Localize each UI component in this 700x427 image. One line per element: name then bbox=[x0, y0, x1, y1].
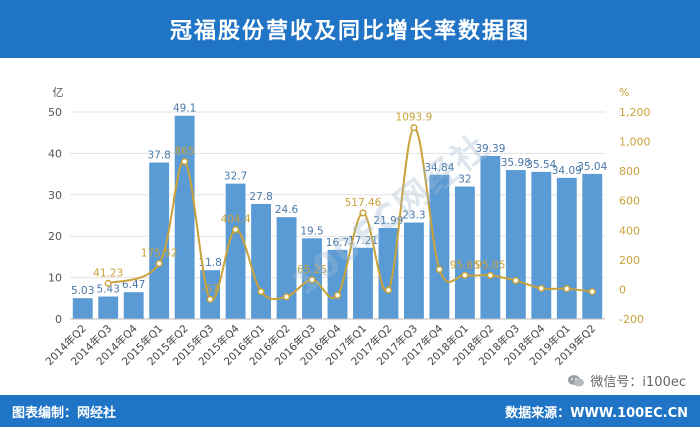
title-bar: 冠福股份营收及同比增长率数据图 bbox=[0, 0, 700, 58]
bar bbox=[353, 247, 373, 319]
growth-rate-label: 175.52 bbox=[141, 247, 178, 259]
growth-rate-point bbox=[308, 276, 316, 284]
growth-rate-point bbox=[181, 157, 189, 166]
y-tick-label-left: 10 bbox=[48, 272, 62, 285]
bar bbox=[251, 203, 272, 319]
bar bbox=[403, 222, 424, 319]
chart-title: 冠福股份营收及同比增长率数据图 bbox=[169, 19, 530, 44]
bar bbox=[429, 174, 450, 319]
bar-value-label: 27.8 bbox=[249, 191, 272, 203]
bar bbox=[531, 171, 552, 319]
growth-rate-point bbox=[206, 295, 214, 303]
bar-value-label: 32.7 bbox=[224, 171, 247, 183]
bar-value-label: 24.6 bbox=[275, 204, 299, 216]
y-tick-label-right: 800 bbox=[619, 165, 640, 178]
bar bbox=[72, 298, 93, 319]
bar-value-label: 21.99 bbox=[373, 215, 403, 227]
bar-value-label: 23.3 bbox=[402, 210, 425, 222]
bar-value-label: 35.98 bbox=[501, 157, 531, 169]
growth-rate-label: 404.4 bbox=[221, 214, 251, 226]
bar-value-label: 39.39 bbox=[475, 143, 505, 155]
growth-rate-point bbox=[384, 286, 393, 294]
bar-value-label: 16.7 bbox=[326, 237, 349, 249]
growth-rate-point bbox=[435, 265, 443, 274]
bar bbox=[454, 186, 475, 319]
growth-rate-label: 517.46 bbox=[345, 197, 382, 209]
wechat-icon bbox=[568, 374, 585, 386]
growth-rate-label: 95.05 bbox=[475, 259, 505, 271]
bar-value-label: 19.5 bbox=[300, 225, 323, 237]
growth-rate-point bbox=[512, 277, 520, 285]
bar-value-label: 35.54 bbox=[526, 159, 556, 171]
growth-rate-label: 95.65 bbox=[450, 259, 480, 271]
bar bbox=[123, 292, 144, 319]
y-axis-unit-right: % bbox=[619, 86, 629, 99]
y-tick-label-left: 0 bbox=[55, 313, 62, 326]
y-tick-label-left: 30 bbox=[48, 189, 62, 202]
growth-rate-point bbox=[333, 291, 342, 299]
wechat-id: 微信号：i100ec bbox=[567, 371, 686, 390]
bar-value-label: 6.47 bbox=[122, 279, 145, 291]
chart-svg: 0 10 20 30 40 50 亿 -200 0 200 400 600 800 1,000 1,200%… bbox=[43, 86, 651, 368]
y-tick-label-right: 1,200 bbox=[619, 106, 651, 119]
growth-rate-label: 41.23 bbox=[93, 267, 123, 279]
y-tick-label-right: -200 bbox=[619, 313, 644, 326]
bar bbox=[149, 162, 170, 319]
y-tick-label-left: 20 bbox=[48, 230, 62, 243]
bar bbox=[480, 155, 501, 319]
growth-rate-label: 865 bbox=[175, 146, 195, 158]
growth-rate-point bbox=[486, 271, 494, 279]
bar-value-label: 37.8 bbox=[147, 150, 170, 162]
bar-value-label: 32 bbox=[458, 174, 471, 186]
y-axis-unit-left: 亿 bbox=[53, 86, 64, 99]
y-tick-label-right: 200 bbox=[619, 254, 640, 267]
growth-rate-label: -67 bbox=[202, 283, 219, 295]
bar bbox=[98, 296, 119, 319]
y-tick-label-left: 40 bbox=[48, 147, 62, 160]
bar-value-label: 34.84 bbox=[424, 162, 454, 174]
growth-rate-point bbox=[359, 209, 367, 217]
growth-rate-point bbox=[410, 124, 418, 132]
growth-rate-point bbox=[588, 288, 596, 296]
bar-value-label: 5.03 bbox=[71, 285, 94, 297]
bar bbox=[327, 249, 348, 319]
bar-value-label: 11.8 bbox=[198, 257, 221, 269]
footer-left: 图表编制：网经社 bbox=[12, 406, 117, 421]
growth-rate-point bbox=[282, 293, 291, 301]
y-tick-label-right: 400 bbox=[619, 224, 640, 237]
bar bbox=[225, 183, 246, 319]
footer-right: 数据来源：WWW.100EC.CN bbox=[505, 406, 688, 421]
bar-value-label: 35.04 bbox=[577, 161, 607, 173]
y-tick-label-right: 0 bbox=[619, 283, 626, 296]
bar-value-label: 5.43 bbox=[97, 284, 120, 296]
bar-value-label: 49.1 bbox=[173, 103, 196, 115]
growth-rate-point bbox=[461, 271, 469, 279]
growth-rate-point bbox=[232, 226, 240, 234]
growth-rate-label: 65.25 bbox=[297, 264, 327, 276]
wechat-label: 微信号：i100ec bbox=[590, 375, 686, 390]
growth-rate-point bbox=[155, 259, 163, 268]
footer-bar: 图表编制：网经社 数据来源：WWW.100EC.CN bbox=[0, 395, 700, 427]
growth-rate-label: 1093.9 bbox=[396, 112, 433, 124]
growth-rate-point bbox=[537, 284, 545, 292]
chart-area: 0 10 20 30 40 50 亿 -200 0 200 400 600 800 1,000 1,200%… bbox=[0, 58, 700, 395]
y-tick-label-right: 600 bbox=[619, 195, 640, 208]
y-tick-label-right: 1,000 bbox=[619, 136, 651, 149]
y-tick-label-left: 50 bbox=[48, 106, 62, 119]
growth-rate-point bbox=[257, 288, 265, 296]
bar bbox=[556, 177, 577, 319]
bar bbox=[505, 170, 526, 319]
growth-rate-point bbox=[563, 285, 571, 293]
growth-rate-point bbox=[104, 279, 112, 287]
bar bbox=[378, 227, 399, 319]
bar bbox=[582, 173, 603, 319]
bar-value-label: 34.09 bbox=[552, 165, 582, 177]
bar-value-label: 17.21 bbox=[348, 235, 378, 247]
